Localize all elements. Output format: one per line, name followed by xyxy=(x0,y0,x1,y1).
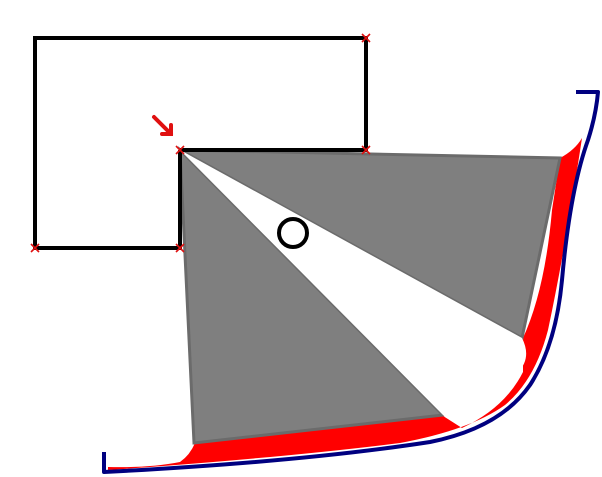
hull-curve xyxy=(102,90,600,474)
arrow-down-right-icon xyxy=(152,115,173,136)
x-mark-icon xyxy=(30,243,40,253)
vertex-markers xyxy=(30,33,371,253)
observer-circle-icon xyxy=(277,217,309,249)
visible-wedge xyxy=(180,150,527,425)
x-mark-icon xyxy=(175,145,185,155)
x-mark-icon xyxy=(175,243,185,253)
x-mark-icon xyxy=(361,33,371,43)
x-mark-icon xyxy=(361,145,371,155)
